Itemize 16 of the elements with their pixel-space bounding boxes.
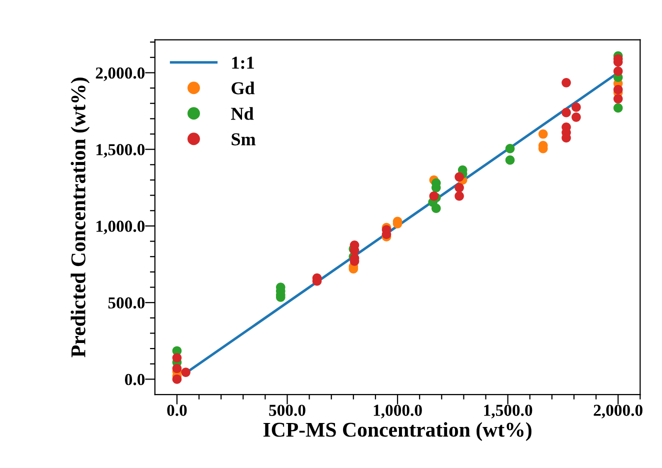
x-tick-label: 2,000.0 bbox=[594, 404, 642, 418]
x-tick-label: 1,500.0 bbox=[484, 404, 532, 418]
x-tick-label: 1,000.0 bbox=[374, 404, 422, 418]
y-axis-title: Predicted Concentration (wt%) bbox=[70, 78, 90, 358]
legend-label: Sm bbox=[232, 133, 256, 146]
legend-label: Gd bbox=[232, 82, 255, 94]
y-tick-label: 1,500.0 bbox=[96, 144, 145, 158]
x-tick-label: 0.0 bbox=[167, 404, 187, 416]
y-tick-label: 1,000.0 bbox=[96, 220, 145, 234]
x-axis-title: ICP-MS Concentration (wt%) bbox=[263, 422, 532, 442]
x-tick-label: 500.0 bbox=[269, 404, 306, 416]
y-tick-label: 500.0 bbox=[108, 297, 145, 309]
y-tick-label: 2,000.0 bbox=[96, 67, 145, 82]
y-tick-label: 0.0 bbox=[124, 374, 145, 386]
legend-label: 1:1 bbox=[232, 56, 254, 69]
legend-label: Nd bbox=[231, 107, 254, 120]
